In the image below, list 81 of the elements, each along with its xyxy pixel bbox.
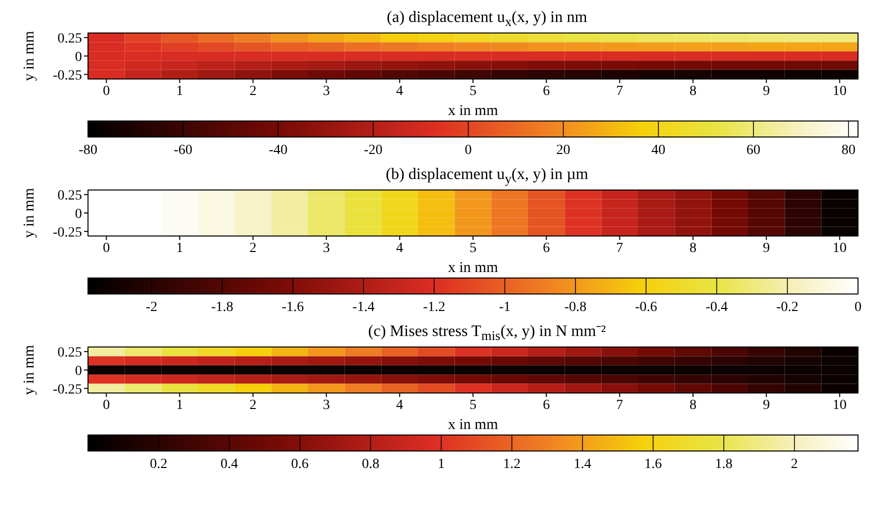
x-tick-label: 10 <box>832 398 847 413</box>
color-bar-label: 1.6 <box>644 457 662 472</box>
color-bar-label: -1.4 <box>352 300 375 315</box>
color-bar-label: 80 <box>841 143 856 158</box>
x-tick-label: 9 <box>762 398 770 413</box>
x-tick-label: 7 <box>616 398 624 413</box>
color-bar-label: -1.2 <box>423 300 446 315</box>
x-tick-label: 1 <box>176 398 184 413</box>
color-bar-label: 0 <box>854 300 862 315</box>
x-tick-label: 9 <box>762 84 770 99</box>
color-bar-label: -2 <box>146 300 158 315</box>
chart-title: (b) displacement u$_{y}$(x, y) in µm <box>384 165 590 186</box>
y-tick-label: 0.25 <box>58 188 82 204</box>
x-tick-label: 4 <box>396 240 404 256</box>
x-tick-label: 10 <box>832 84 847 99</box>
color-bar-label: 0 <box>464 143 472 158</box>
y-axis-title: y in mm <box>21 344 38 396</box>
x-tick-label: 0 <box>102 398 110 413</box>
y-tick-label: 0 <box>75 50 82 65</box>
color-bar-label: 0.2 <box>150 457 168 472</box>
x-tick-label: 5 <box>470 84 476 99</box>
color-bar-label: -0.8 <box>564 300 587 315</box>
y-tick-label: -0.25 <box>52 68 82 84</box>
x-tick-label: 7 <box>616 84 624 99</box>
color-bar-label: -1 <box>498 300 511 315</box>
x-tick-label: 2 <box>250 398 256 413</box>
x-tick-label: 3 <box>322 398 330 413</box>
x-tick-label: 0 <box>102 84 110 99</box>
color-bar-label: 0.4 <box>220 457 238 472</box>
y-tick-label: 0.25 <box>58 32 82 47</box>
color-bar-label: 0.8 <box>362 457 380 472</box>
x-tick-label: 8 <box>690 240 696 256</box>
x-tick-label: 3 <box>322 240 330 256</box>
x-tick-label: 10 <box>832 240 847 256</box>
x-tick-label: 6 <box>542 240 550 256</box>
x-tick-label: 8 <box>690 84 696 99</box>
x-tick-label: 4 <box>396 398 404 413</box>
y-axis-title: y in mm <box>21 188 38 238</box>
color-bar-label: -80 <box>78 143 98 158</box>
y-tick-label: -0.25 <box>52 382 82 398</box>
chart-title: (c) Mises stress T$_{mis}$(x, y) in N mm⁻² <box>367 322 607 344</box>
color-bar-label: -1.8 <box>211 300 234 315</box>
x-axis-title: x in mm <box>448 417 498 433</box>
color-bar-label: -0.6 <box>634 300 658 315</box>
x-tick-label: 6 <box>542 84 550 99</box>
color-bar-label: -40 <box>268 143 288 158</box>
x-tick-label: 8 <box>690 398 696 413</box>
x-tick-label: 1 <box>176 240 184 256</box>
color-bar-label: 1.2 <box>503 457 521 472</box>
color-bar-label: 40 <box>651 143 666 158</box>
color-bar-label: -20 <box>364 143 383 158</box>
x-tick-label: 6 <box>542 398 550 413</box>
x-tick-label: 0 <box>102 240 110 256</box>
color-bar-label: 0.6 <box>291 457 309 472</box>
x-tick-label: 5 <box>470 398 476 413</box>
y-tick-label: 0 <box>75 206 82 222</box>
x-axis-title: x in mm <box>448 103 498 119</box>
x-tick-label: 1 <box>176 84 184 99</box>
x-tick-label: 7 <box>616 240 624 256</box>
x-axis-title: x in mm <box>448 260 498 276</box>
color-bar-label: -0.2 <box>776 300 798 315</box>
color-bar-label: -0.4 <box>706 300 728 315</box>
y-tick-label: 0 <box>75 364 82 379</box>
color-bar-label: 1.8 <box>715 457 733 472</box>
y-tick-label: 0.25 <box>58 346 82 361</box>
color-bar-label: 2 <box>790 457 798 472</box>
color-bar-label: 1.4 <box>574 457 592 472</box>
x-tick-label: 3 <box>322 84 330 99</box>
color-bar-label: -60 <box>174 143 192 158</box>
x-tick-label: 2 <box>250 84 256 99</box>
x-tick-label: 2 <box>250 240 256 256</box>
color-bar-label: -1.6 <box>282 300 304 315</box>
x-tick-label: 5 <box>470 240 476 256</box>
x-tick-label: 9 <box>762 240 770 256</box>
y-axis-title: y in mm <box>21 30 38 82</box>
y-tick-label: -0.25 <box>52 225 82 240</box>
color-bar-label: 1 <box>438 457 445 472</box>
x-tick-label: 4 <box>396 84 404 99</box>
color-bar-label: 60 <box>746 143 760 158</box>
color-bar-label: 20 <box>556 143 570 158</box>
chart-title: (a) displacement u$_{x}$(x, y) in nm <box>386 8 588 30</box>
